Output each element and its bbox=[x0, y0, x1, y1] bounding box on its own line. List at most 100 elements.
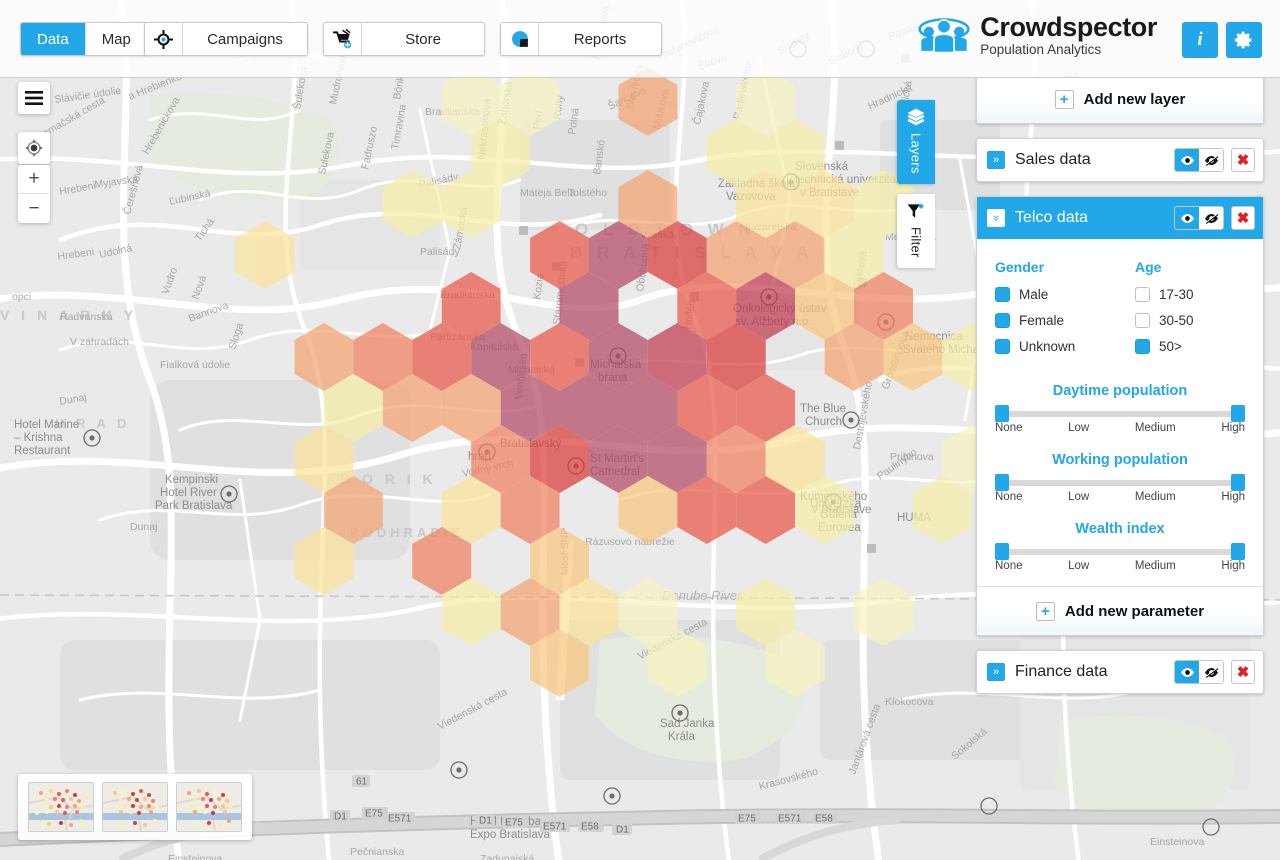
hex-cell[interactable] bbox=[441, 68, 501, 136]
info-button[interactable]: i bbox=[1182, 22, 1218, 58]
layer-header-sales[interactable]: » Sales data bbox=[977, 139, 1263, 181]
slider-wealth-track[interactable] bbox=[995, 543, 1245, 560]
hex-cell[interactable] bbox=[736, 578, 796, 646]
hex-cell[interactable] bbox=[441, 272, 501, 340]
hex-cell[interactable] bbox=[471, 119, 531, 187]
hex-cell[interactable] bbox=[441, 374, 501, 442]
map-preview-1[interactable] bbox=[28, 782, 94, 832]
hex-cell[interactable] bbox=[618, 374, 678, 442]
hex-cell[interactable] bbox=[589, 425, 648, 493]
hex-cell[interactable] bbox=[294, 527, 354, 595]
tab-data[interactable]: Data bbox=[21, 23, 86, 55]
map-preview-2[interactable] bbox=[102, 782, 168, 832]
hex-cell[interactable] bbox=[618, 578, 678, 646]
checkbox-row-age-30-50[interactable]: 30-50 bbox=[1135, 313, 1245, 328]
checkbox-age-50plus[interactable] bbox=[1135, 339, 1150, 354]
hex-cell[interactable] bbox=[618, 68, 678, 136]
layer-header-telco[interactable]: » Telco data bbox=[977, 197, 1263, 239]
map-preview-3[interactable] bbox=[176, 782, 242, 832]
hex-cell[interactable] bbox=[795, 476, 855, 544]
checkbox-female[interactable] bbox=[995, 313, 1010, 328]
hex-cell[interactable] bbox=[824, 323, 884, 391]
checkbox-row-female[interactable]: Female bbox=[995, 313, 1135, 328]
hex-cell[interactable] bbox=[441, 578, 501, 646]
hex-cell[interactable] bbox=[765, 425, 825, 493]
hex-cell[interactable] bbox=[706, 323, 766, 391]
delete-layer-sales[interactable]: ✖ bbox=[1231, 148, 1255, 172]
checkbox-age-30-50[interactable] bbox=[1135, 313, 1150, 328]
hex-cell[interactable] bbox=[589, 221, 648, 289]
hex-cell[interactable] bbox=[736, 374, 796, 442]
hex-cell[interactable] bbox=[883, 323, 943, 391]
hex-cell[interactable] bbox=[323, 476, 383, 544]
hex-cell[interactable] bbox=[530, 221, 589, 289]
hex-cell[interactable] bbox=[294, 425, 354, 493]
hex-cell[interactable] bbox=[912, 476, 972, 544]
eye-slash-icon[interactable] bbox=[1199, 149, 1223, 171]
hex-cell[interactable] bbox=[706, 119, 766, 187]
checkbox-row-male[interactable]: Male bbox=[995, 287, 1135, 302]
checkbox-row-unknown[interactable]: Unknown bbox=[995, 339, 1135, 354]
hex-cell[interactable] bbox=[412, 323, 472, 391]
hex-cell[interactable] bbox=[706, 425, 766, 493]
hex-cell[interactable] bbox=[294, 323, 354, 391]
tab-map[interactable]: Map bbox=[85, 23, 147, 55]
hex-cell[interactable] bbox=[530, 629, 589, 697]
hex-cell[interactable] bbox=[441, 476, 501, 544]
hex-cell[interactable] bbox=[854, 578, 913, 646]
hex-cell[interactable] bbox=[500, 68, 560, 136]
hex-cell[interactable] bbox=[647, 629, 707, 697]
hex-cell[interactable] bbox=[471, 323, 531, 391]
tab-store[interactable]: Store bbox=[362, 23, 484, 55]
hex-cell[interactable] bbox=[647, 323, 707, 391]
layer-header-finance[interactable]: » Finance data bbox=[977, 651, 1263, 693]
eye-icon[interactable] bbox=[1175, 207, 1199, 229]
eye-icon[interactable] bbox=[1175, 149, 1199, 171]
delete-layer-telco[interactable]: ✖ bbox=[1231, 206, 1255, 230]
hex-cell[interactable] bbox=[500, 374, 560, 442]
checkbox-male[interactable] bbox=[995, 287, 1010, 302]
tab-campaigns[interactable]: Campaigns bbox=[183, 23, 307, 55]
hex-cell[interactable] bbox=[530, 527, 589, 595]
hex-cell[interactable] bbox=[795, 272, 855, 340]
hex-cell[interactable] bbox=[677, 476, 737, 544]
slider-working-handle-max[interactable] bbox=[1231, 474, 1245, 491]
tab-filter[interactable]: Filter bbox=[897, 193, 935, 268]
hex-cell[interactable] bbox=[677, 272, 737, 340]
zoom-out-button[interactable]: − bbox=[28, 197, 40, 219]
hex-cell[interactable] bbox=[412, 527, 472, 595]
slider-wealth-handle-min[interactable] bbox=[995, 543, 1009, 560]
hex-cell[interactable] bbox=[736, 170, 796, 238]
hex-cell[interactable] bbox=[765, 629, 825, 697]
checkbox-row-age-17-30[interactable]: 17-30 bbox=[1135, 287, 1245, 302]
eye-slash-icon[interactable] bbox=[1199, 661, 1223, 683]
hex-cell[interactable] bbox=[765, 119, 825, 187]
slider-working-track[interactable] bbox=[995, 474, 1245, 491]
settings-button[interactable] bbox=[1226, 22, 1262, 58]
hex-cell[interactable] bbox=[618, 170, 678, 238]
add-new-parameter-button[interactable]: + Add new parameter bbox=[977, 587, 1263, 635]
checkbox-row-age-50plus[interactable]: 50> bbox=[1135, 339, 1245, 354]
hex-cell[interactable] bbox=[618, 476, 678, 544]
hex-cell[interactable] bbox=[559, 578, 619, 646]
hex-cell[interactable] bbox=[323, 374, 383, 442]
hex-cell[interactable] bbox=[706, 221, 766, 289]
slider-daytime-handle-max[interactable] bbox=[1231, 405, 1245, 422]
hex-cell[interactable] bbox=[795, 170, 855, 238]
locate-button[interactable] bbox=[18, 132, 50, 164]
hex-cell[interactable] bbox=[765, 221, 825, 289]
hex-cell[interactable] bbox=[500, 578, 560, 646]
slider-daytime-handle-min[interactable] bbox=[995, 405, 1009, 422]
eye-icon[interactable] bbox=[1175, 661, 1199, 683]
hex-cell[interactable] bbox=[353, 323, 413, 391]
hex-cell[interactable] bbox=[441, 170, 501, 238]
hex-cell[interactable] bbox=[471, 425, 531, 493]
hex-cell[interactable] bbox=[530, 425, 589, 493]
delete-layer-finance[interactable]: ✖ bbox=[1231, 660, 1255, 684]
hex-cell[interactable] bbox=[500, 476, 560, 544]
hex-cell[interactable] bbox=[559, 374, 619, 442]
hex-cell[interactable] bbox=[235, 221, 295, 289]
tab-layers[interactable]: Layers bbox=[897, 100, 935, 184]
zoom-in-button[interactable]: + bbox=[18, 165, 50, 194]
